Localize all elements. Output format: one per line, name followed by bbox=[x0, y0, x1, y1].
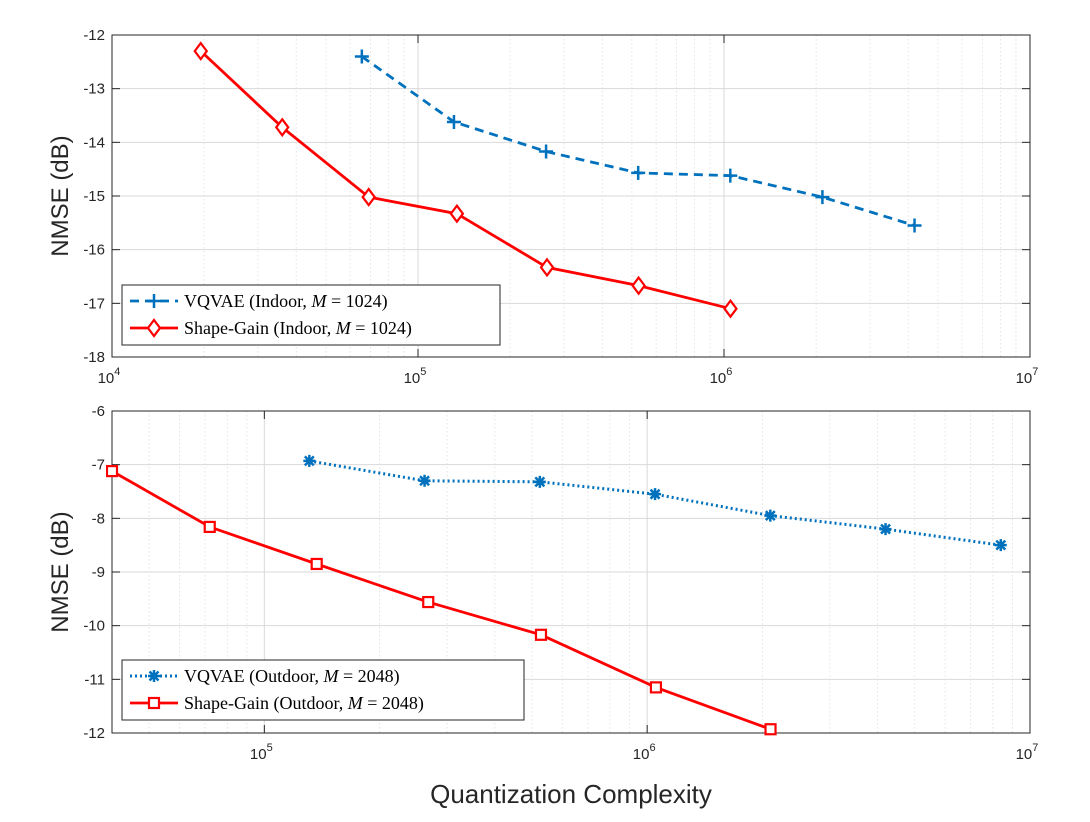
x-tick-label: 105 bbox=[250, 742, 273, 763]
data-point bbox=[994, 539, 1007, 552]
data-point bbox=[879, 523, 892, 536]
data-point bbox=[723, 298, 738, 319]
data-point bbox=[764, 723, 777, 736]
x-tick-label: 105 bbox=[404, 366, 427, 387]
data-point bbox=[274, 117, 290, 138]
x-tick-label: 107 bbox=[1016, 742, 1039, 763]
outdoor-plot: -6 -7 -8 -9 -10 -11 -12 105 106 107 NMSE (dB) Quant… bbox=[47, 403, 1038, 809]
x-tick-label: 104 bbox=[98, 366, 121, 387]
y-tick-label: -12 bbox=[83, 27, 105, 44]
data-point bbox=[723, 168, 738, 183]
legend-label: Shape-Gain (Indoor, M = 1024) bbox=[184, 318, 412, 339]
x-axis-label: Quantization Complexity bbox=[430, 779, 712, 809]
data-point bbox=[533, 475, 546, 488]
legend-marker bbox=[148, 670, 160, 682]
data-point bbox=[418, 474, 431, 487]
legend-label: VQVAE (Indoor, M = 1024) bbox=[184, 291, 388, 312]
data-point bbox=[907, 218, 922, 233]
y-tick-label: -15 bbox=[83, 188, 105, 205]
y-tick-label: -9 bbox=[92, 564, 105, 581]
data-point bbox=[361, 187, 377, 207]
legend-marker bbox=[147, 294, 161, 308]
legend-marker bbox=[147, 696, 161, 710]
y-tick-label: -17 bbox=[83, 295, 105, 312]
legend-box bbox=[121, 284, 501, 346]
y-tick-label: -11 bbox=[84, 671, 105, 688]
legend-box bbox=[121, 659, 525, 721]
series-0 bbox=[303, 454, 1007, 552]
y-tick-label: -18 bbox=[83, 349, 105, 366]
data-point bbox=[631, 165, 646, 180]
data-point bbox=[631, 275, 646, 296]
series-1 bbox=[193, 41, 738, 319]
series-0 bbox=[354, 49, 922, 233]
y-tick-label: -6 bbox=[92, 403, 105, 420]
data-point bbox=[422, 595, 435, 609]
data-point bbox=[815, 190, 830, 205]
y-tick-label: -13 bbox=[83, 81, 105, 98]
legend-label: Shape-Gain (Outdoor, M = 2048) bbox=[184, 693, 424, 714]
y-tick-label: -12 bbox=[83, 725, 105, 742]
data-point bbox=[649, 681, 663, 694]
data-point bbox=[106, 465, 119, 478]
y-tick-label: -16 bbox=[83, 242, 105, 259]
legend-label: VQVAE (Outdoor, M = 2048) bbox=[184, 666, 400, 687]
y-axis-label: NMSE (dB) bbox=[47, 511, 74, 632]
data-point bbox=[539, 257, 555, 278]
legend: VQVAE (Outdoor, M = 2048) Shape-Gain (Out… bbox=[121, 659, 525, 721]
legend-marker bbox=[146, 318, 162, 338]
y-tick-label: -8 bbox=[92, 510, 105, 527]
series-1 bbox=[106, 465, 777, 736]
data-point bbox=[449, 203, 465, 224]
data-point bbox=[764, 509, 777, 522]
data-point bbox=[193, 41, 209, 61]
y-tick-label: -14 bbox=[83, 134, 105, 151]
data-point bbox=[310, 557, 323, 571]
y-tick-label: -7 bbox=[92, 457, 105, 474]
legend: VQVAE (Indoor, M = 1024) Shape-Gain (Indo… bbox=[121, 284, 501, 346]
x-tick-label: 106 bbox=[710, 366, 733, 387]
data-point bbox=[649, 488, 662, 501]
data-point bbox=[534, 628, 548, 641]
data-point bbox=[203, 520, 216, 534]
x-tick-label: 106 bbox=[633, 742, 656, 763]
data-point bbox=[446, 114, 461, 129]
y-axis-label: NMSE (dB) bbox=[47, 135, 74, 256]
data-point bbox=[354, 49, 369, 64]
y-tick-label: -10 bbox=[83, 618, 105, 635]
x-tick-label: 107 bbox=[1016, 366, 1039, 387]
data-point bbox=[303, 454, 316, 467]
data-point bbox=[539, 144, 554, 159]
